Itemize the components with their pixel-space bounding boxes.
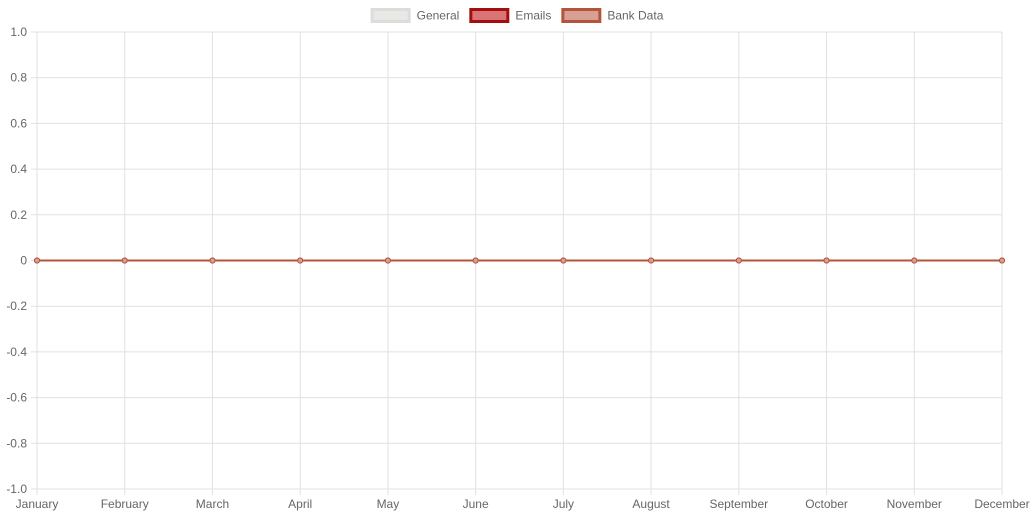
x-tick-label: February: [101, 497, 149, 511]
data-point[interactable]: [823, 257, 830, 264]
y-tick-label: 0.4: [10, 162, 27, 176]
legend-label: Emails: [515, 9, 551, 23]
y-tick-label: 0.8: [10, 71, 27, 85]
data-point[interactable]: [472, 257, 479, 264]
data-point[interactable]: [297, 257, 304, 264]
x-tick-label: October: [805, 497, 848, 511]
x-tick-label: August: [632, 497, 670, 511]
x-tick-label: December: [974, 497, 1029, 511]
y-tick-label: 0.6: [10, 116, 27, 130]
x-tick-label: January: [16, 497, 59, 511]
legend-label: General: [417, 9, 460, 23]
data-point[interactable]: [121, 257, 128, 264]
data-point[interactable]: [34, 257, 40, 264]
y-tick-label: -0.4: [6, 345, 27, 359]
x-tick-label: May: [377, 497, 400, 511]
data-point[interactable]: [911, 257, 918, 264]
legend-item-bank-data[interactable]: Bank Data: [561, 8, 664, 23]
data-point[interactable]: [999, 257, 1005, 264]
legend-swatch: [561, 8, 602, 23]
x-tick-label: April: [288, 497, 312, 511]
y-tick-label: 1.0: [10, 25, 27, 39]
y-tick-label: 0: [20, 254, 27, 268]
y-tick-label: -0.2: [6, 299, 27, 313]
data-point[interactable]: [560, 257, 567, 264]
vertical-gridlines: [36, 32, 1003, 495]
data-point[interactable]: [209, 257, 216, 264]
data-point[interactable]: [735, 257, 742, 264]
x-tick-label: November: [887, 497, 942, 511]
data-point[interactable]: [384, 257, 391, 264]
x-tick-label: June: [463, 497, 489, 511]
y-tick-label: -1.0: [6, 482, 27, 496]
data-point[interactable]: [648, 257, 655, 264]
series-layer: [34, 257, 1005, 264]
legend-item-emails[interactable]: Emails: [469, 8, 552, 23]
legend-swatch: [370, 8, 411, 23]
x-tick-label: September: [709, 497, 768, 511]
x-tick-label: March: [196, 497, 229, 511]
y-tick-label: -0.8: [6, 436, 27, 450]
y-tick-label: -0.6: [6, 391, 27, 405]
x-axis-ticks: January February March April May June July Augu…: [16, 497, 1030, 511]
y-axis-ticks: 1.0 0.8 0.6 0.4 0.2 0 -0.2 -0.4 -0.6 -0.8 -1.0: [6, 25, 27, 496]
legend-swatch: [469, 8, 510, 23]
x-tick-label: July: [553, 497, 574, 511]
legend: General Emails Bank Data: [370, 8, 664, 23]
legend-item-general[interactable]: General: [370, 8, 460, 23]
legend-label: Bank Data: [607, 9, 663, 23]
y-tick-label: 0.2: [10, 208, 27, 222]
